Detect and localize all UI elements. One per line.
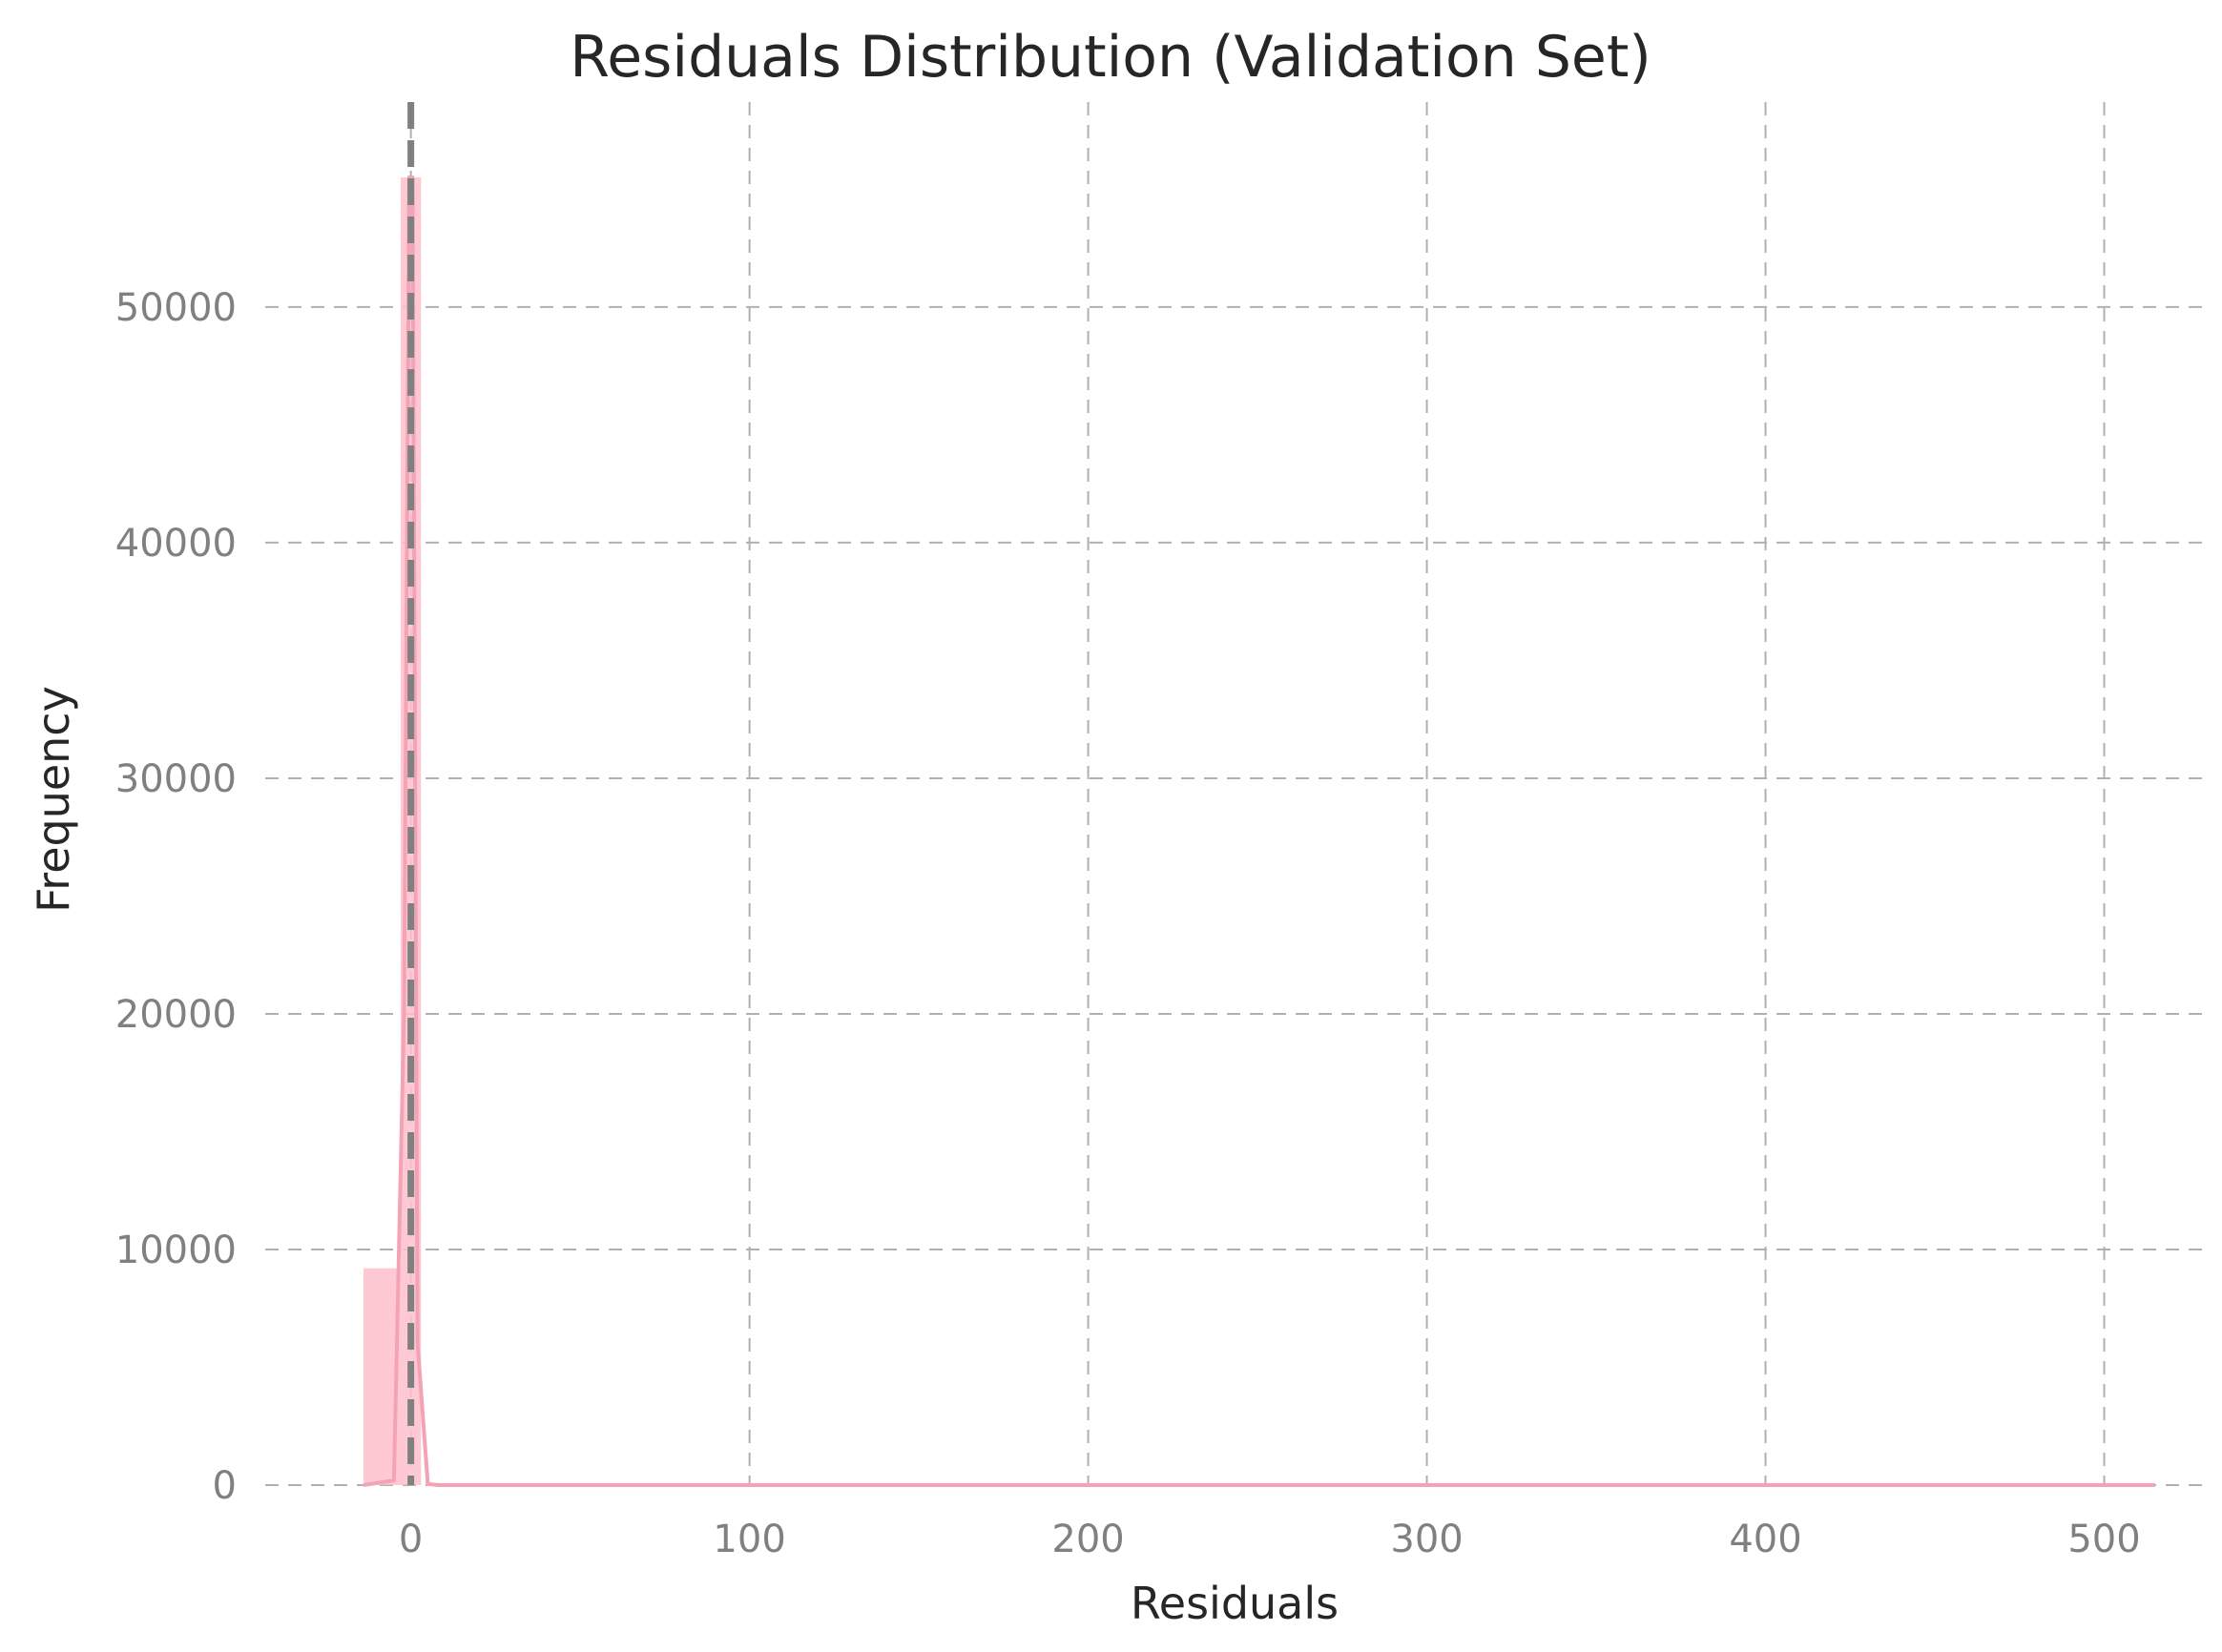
x-tick-label: 400 — [1729, 1518, 1801, 1561]
y-tick-label: 0 — [213, 1464, 237, 1508]
x-axis-label: Residuals — [1131, 1578, 1339, 1629]
kde-line — [363, 176, 2155, 1487]
kde-curve — [363, 176, 2155, 1487]
y-tick-label: 50000 — [115, 286, 237, 330]
x-tick-label: 500 — [2067, 1518, 2140, 1561]
y-tick-label: 10000 — [115, 1229, 237, 1272]
y-tick-label: 30000 — [115, 757, 237, 801]
y-axis-label: Frequency — [28, 686, 79, 913]
x-tick-labels: 0 100 200 300 400 500 — [399, 1518, 2141, 1561]
y-tick-label: 20000 — [115, 993, 237, 1037]
y-tick-labels: 0 10000 20000 30000 40000 50000 — [115, 286, 237, 1508]
x-tick-label: 100 — [713, 1518, 785, 1561]
x-tick-label: 0 — [399, 1518, 423, 1561]
x-tick-label: 200 — [1051, 1518, 1124, 1561]
chart-title: Residuals Distribution (Validation Set) — [570, 24, 1651, 91]
y-tick-label: 40000 — [115, 522, 237, 566]
x-tick-label: 300 — [1390, 1518, 1463, 1561]
